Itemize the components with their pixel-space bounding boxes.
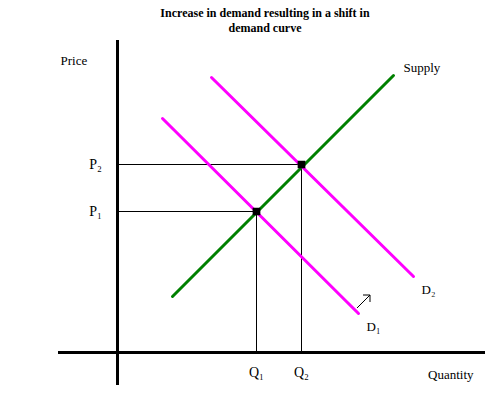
svg-text:Price: Price: [61, 53, 88, 68]
html-text:Increase in demand resulting i: Increase in demand resulting in a shift …: [160, 6, 370, 35]
svg-text:P₂: P₂: [89, 157, 102, 172]
svg-text:Supply: Supply: [404, 60, 441, 75]
svg-text:Q₁: Q₁: [249, 365, 264, 380]
svg-text:D₂: D₂: [422, 282, 436, 297]
svg-text:Q₂: Q₂: [294, 365, 309, 380]
svg-text:P₁: P₁: [89, 204, 102, 219]
svg-text:Quantity: Quantity: [428, 367, 474, 382]
svg-text:D₁: D₁: [367, 319, 381, 334]
